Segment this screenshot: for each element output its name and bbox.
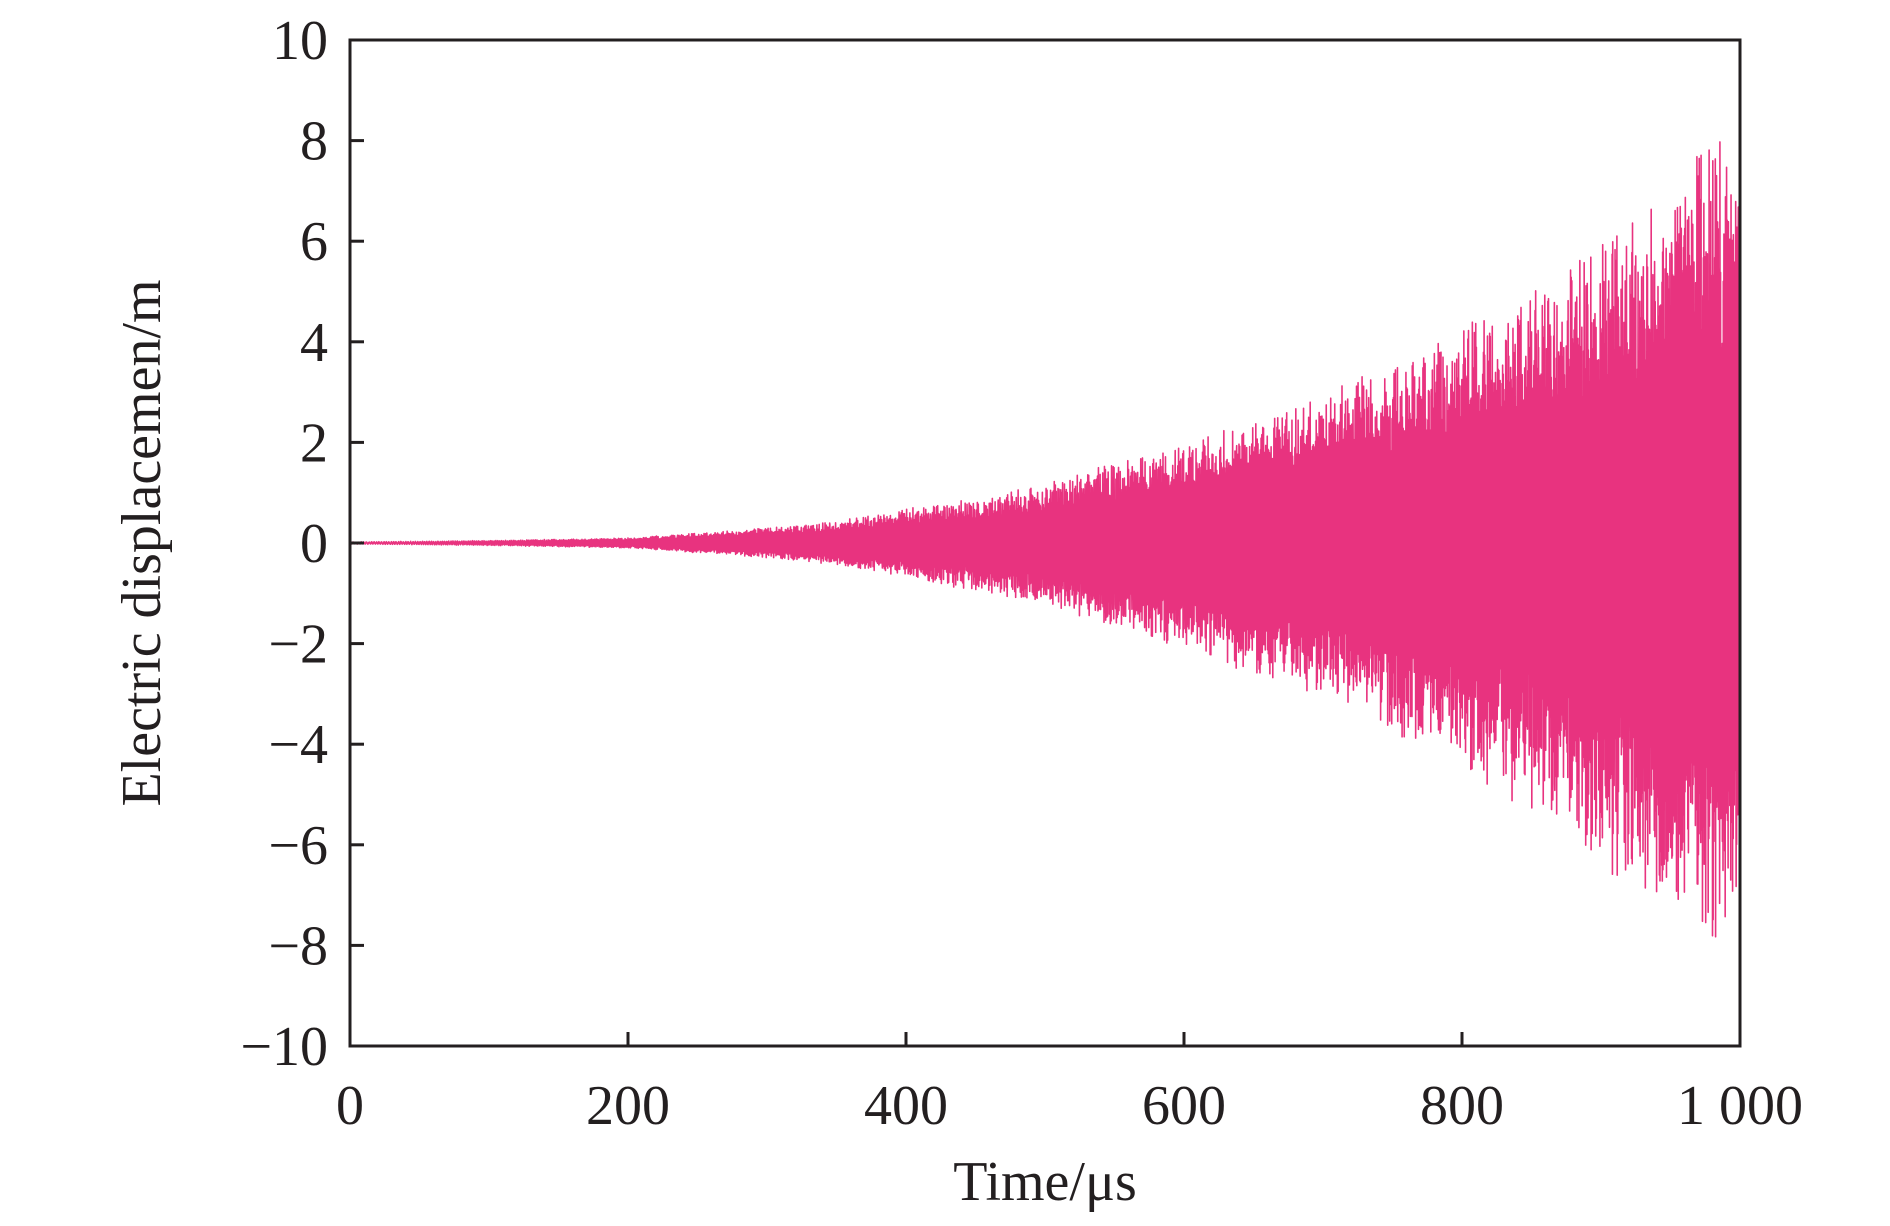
x-tick-label: 600 bbox=[1142, 1075, 1226, 1137]
y-tick-label: 4 bbox=[300, 312, 328, 374]
y-tick-label: −2 bbox=[268, 614, 328, 676]
x-axis-ticks: 0 200 400 600 800 1 000 bbox=[336, 1032, 1803, 1137]
series-trace-group bbox=[349, 141, 1741, 938]
y-tick-label: 8 bbox=[300, 111, 328, 173]
y-tick-label: −10 bbox=[240, 1016, 328, 1078]
x-axis-label: Time/μs bbox=[953, 1151, 1137, 1213]
x-tick-label: 800 bbox=[1420, 1075, 1504, 1137]
y-tick-label: 0 bbox=[300, 513, 328, 575]
y-tick-label: −6 bbox=[268, 815, 328, 877]
x-tick-label: 400 bbox=[864, 1075, 948, 1137]
y-tick-label: 10 bbox=[272, 10, 328, 72]
y-axis-ticks: 10 8 6 4 2 0 −2 −4 −6 −8 −10 bbox=[240, 10, 364, 1078]
x-tick-label: 1 000 bbox=[1677, 1075, 1803, 1137]
x-tick-label: 200 bbox=[586, 1075, 670, 1137]
y-tick-label: −8 bbox=[268, 915, 328, 977]
y-tick-label: 2 bbox=[300, 412, 328, 474]
series-line bbox=[349, 141, 1741, 938]
x-tick-label: 0 bbox=[336, 1075, 364, 1137]
y-axis-label: Electric displacemen/m bbox=[111, 279, 173, 806]
y-tick-label: −4 bbox=[268, 714, 328, 776]
y-tick-label: 6 bbox=[300, 211, 328, 273]
